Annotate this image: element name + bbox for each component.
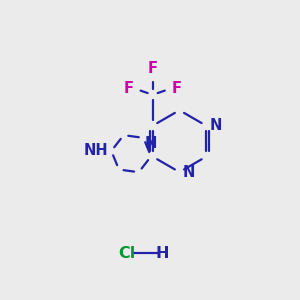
Text: F: F bbox=[148, 61, 158, 76]
Text: F: F bbox=[124, 81, 134, 96]
Text: N: N bbox=[183, 165, 195, 180]
Text: H: H bbox=[155, 246, 169, 261]
Text: N: N bbox=[145, 136, 157, 151]
Text: NH: NH bbox=[84, 143, 108, 158]
Text: Cl: Cl bbox=[118, 246, 135, 261]
Text: N: N bbox=[210, 118, 222, 133]
Text: F: F bbox=[171, 81, 181, 96]
